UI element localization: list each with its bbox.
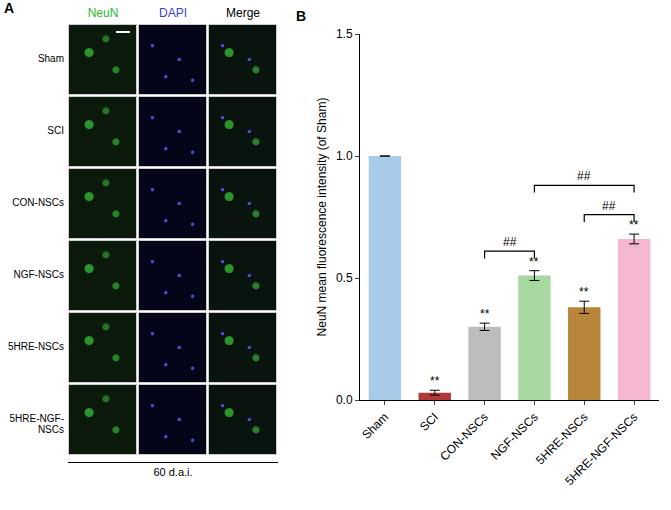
html-text:A: A xyxy=(4,0,15,16)
svg-text:0.5: 0.5 xyxy=(336,271,353,285)
svg-text:**: ** xyxy=(579,285,589,299)
svg-text:SCI: SCI xyxy=(417,410,441,434)
svg-text:**: ** xyxy=(629,218,639,232)
svg-text:NGF-NSCs: NGF-NSCs xyxy=(488,410,541,463)
svg-text:Sham: Sham xyxy=(359,410,391,442)
svg-text:1.5: 1.5 xyxy=(336,27,353,41)
svg-text:**: ** xyxy=(430,374,440,388)
svg-text:5HRE-NSCs: 5HRE-NSCs xyxy=(533,410,591,468)
svg-text:##: ## xyxy=(503,235,517,249)
html-text:SCI: SCI xyxy=(47,125,64,136)
html-text:5HRE-NSCs: 5HRE-NSCs xyxy=(7,341,64,352)
svg-text:0.0: 0.0 xyxy=(336,393,353,407)
svg-text:B: B xyxy=(296,8,306,24)
html-text:Sham: Sham xyxy=(37,53,64,64)
svg-text:**: ** xyxy=(529,255,539,269)
svg-text:1.0: 1.0 xyxy=(336,149,353,163)
svg-text:##: ## xyxy=(602,199,616,213)
html-text:60 d.a.i.: 60 d.a.i. xyxy=(153,466,193,478)
html-text:5HRE-NGF-NSCs: 5HRE-NGF-NSCs xyxy=(9,413,64,435)
svg-text:CON-NSCs: CON-NSCs xyxy=(437,410,491,464)
svg-text:NeuN mean fluorescence intensi: NeuN mean fluorescence intensity (of Sha… xyxy=(315,98,329,337)
html-text:NeuN: NeuN xyxy=(87,6,119,20)
html-text:Merge: Merge xyxy=(226,6,260,20)
svg-text:5HRE-NGF-NSCs: 5HRE-NGF-NSCs xyxy=(562,410,640,488)
html-text:NGF-NSCs: NGF-NSCs xyxy=(13,269,64,280)
html-text:DAPI: DAPI xyxy=(159,6,187,20)
html-text:CON-NSCs: CON-NSCs xyxy=(12,197,64,208)
svg-text:##: ## xyxy=(577,169,591,183)
svg-text:**: ** xyxy=(480,307,490,321)
